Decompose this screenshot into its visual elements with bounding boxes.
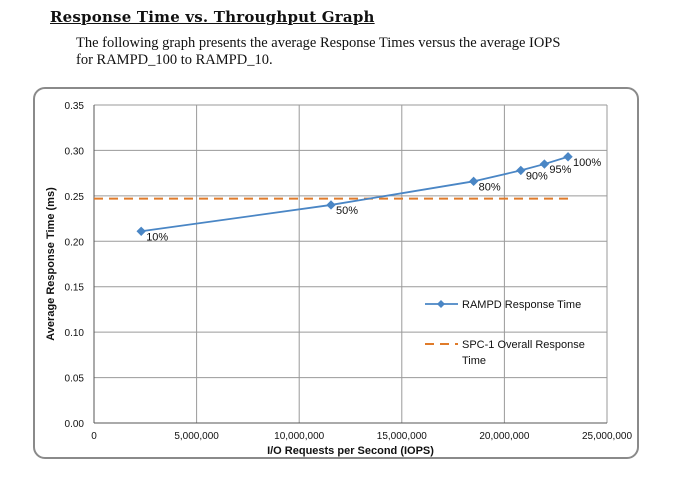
data-label: 90% — [526, 170, 548, 182]
y-tick-label: 0.25 — [65, 192, 85, 203]
section-heading: Response Time vs. Throughput Graph — [50, 8, 375, 26]
data-label: 50% — [336, 205, 358, 217]
legend-reference-label: SPC-1 Overall Response — [462, 339, 585, 351]
legend-reference-label: Time — [462, 355, 486, 367]
series-line — [141, 155, 569, 233]
x-tick-label: 5,000,000 — [174, 431, 219, 442]
data-label: 80% — [479, 181, 501, 193]
data-point — [468, 176, 479, 187]
legend: RAMPD Response Time SPC-1 Overall Respons… — [425, 299, 585, 367]
data-point — [563, 152, 573, 162]
x-tick-label: 15,000,000 — [377, 431, 427, 442]
axis-layer: 0.00 0.05 0.10 0.15 0.20 0.25 0.30 0.35 0 5,000,0… — [45, 101, 632, 457]
data-point — [516, 165, 526, 176]
data-point — [136, 226, 146, 236]
x-axis-title: I/O Requests per Second (IOPS) — [267, 445, 434, 457]
data-label: 10% — [146, 231, 168, 243]
y-tick-label: 0.15 — [65, 283, 85, 294]
y-tick-label: 0.35 — [65, 101, 85, 112]
y-tick-label: 0.20 — [65, 237, 85, 248]
description-line-1: The following graph presents the average… — [76, 35, 561, 51]
chart-frame — [33, 87, 639, 459]
data-point — [539, 159, 550, 169]
data-point — [326, 200, 336, 210]
y-tick-label: 0.05 — [65, 374, 85, 385]
y-tick-label: 0.00 — [65, 419, 85, 430]
data-label: 95% — [549, 164, 571, 176]
y-axis-title: Average Response Time (ms) — [45, 187, 57, 341]
grid-layer — [93, 104, 608, 424]
legend-series-marker — [437, 300, 445, 308]
section-description: The following graph presents the average… — [76, 35, 676, 69]
x-tick-label: 0 — [91, 431, 97, 442]
y-tick-label: 0.30 — [65, 146, 85, 157]
description-line-2: for RAMPD_100 to RAMPD_10. — [76, 52, 273, 68]
y-tick-label: 0.10 — [65, 328, 85, 339]
legend-series-label: RAMPD Response Time — [462, 299, 581, 311]
x-tick-label: 10,000,000 — [274, 431, 324, 442]
x-tick-label: 25,000,000 — [582, 431, 632, 442]
x-tick-label: 20,000,000 — [479, 431, 529, 442]
series-layer: 10% 50% 80% 90%95%100% — [136, 152, 601, 243]
data-label: 100% — [573, 157, 601, 169]
